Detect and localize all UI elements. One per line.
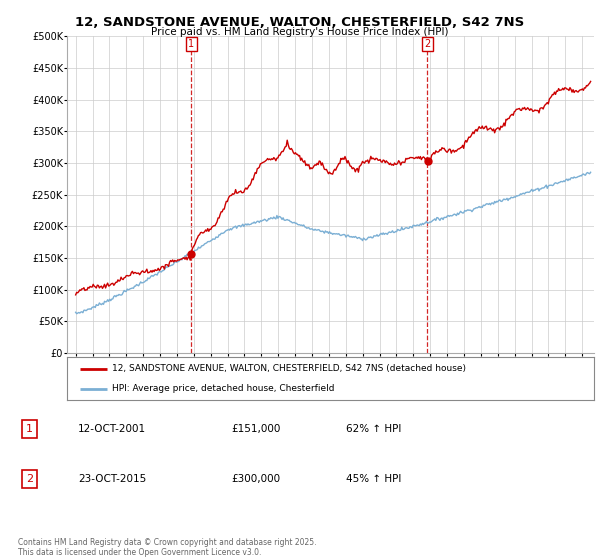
Text: Contains HM Land Registry data © Crown copyright and database right 2025.
This d: Contains HM Land Registry data © Crown c… bbox=[18, 538, 317, 557]
Text: 23-OCT-2015: 23-OCT-2015 bbox=[78, 474, 146, 484]
Text: £300,000: £300,000 bbox=[231, 474, 280, 484]
Text: 12, SANDSTONE AVENUE, WALTON, CHESTERFIELD, S42 7NS (detached house): 12, SANDSTONE AVENUE, WALTON, CHESTERFIE… bbox=[112, 364, 466, 373]
Text: £151,000: £151,000 bbox=[231, 424, 280, 434]
Text: 12-OCT-2001: 12-OCT-2001 bbox=[78, 424, 146, 434]
Text: 12, SANDSTONE AVENUE, WALTON, CHESTERFIELD, S42 7NS: 12, SANDSTONE AVENUE, WALTON, CHESTERFIE… bbox=[76, 16, 524, 29]
Text: 2: 2 bbox=[424, 39, 431, 49]
Text: Price paid vs. HM Land Registry's House Price Index (HPI): Price paid vs. HM Land Registry's House … bbox=[151, 27, 449, 37]
Text: 1: 1 bbox=[188, 39, 194, 49]
Text: HPI: Average price, detached house, Chesterfield: HPI: Average price, detached house, Ches… bbox=[112, 384, 334, 393]
Text: 45% ↑ HPI: 45% ↑ HPI bbox=[346, 474, 401, 484]
Text: 2: 2 bbox=[26, 474, 33, 484]
Text: 62% ↑ HPI: 62% ↑ HPI bbox=[346, 424, 401, 434]
Text: 1: 1 bbox=[26, 424, 33, 434]
